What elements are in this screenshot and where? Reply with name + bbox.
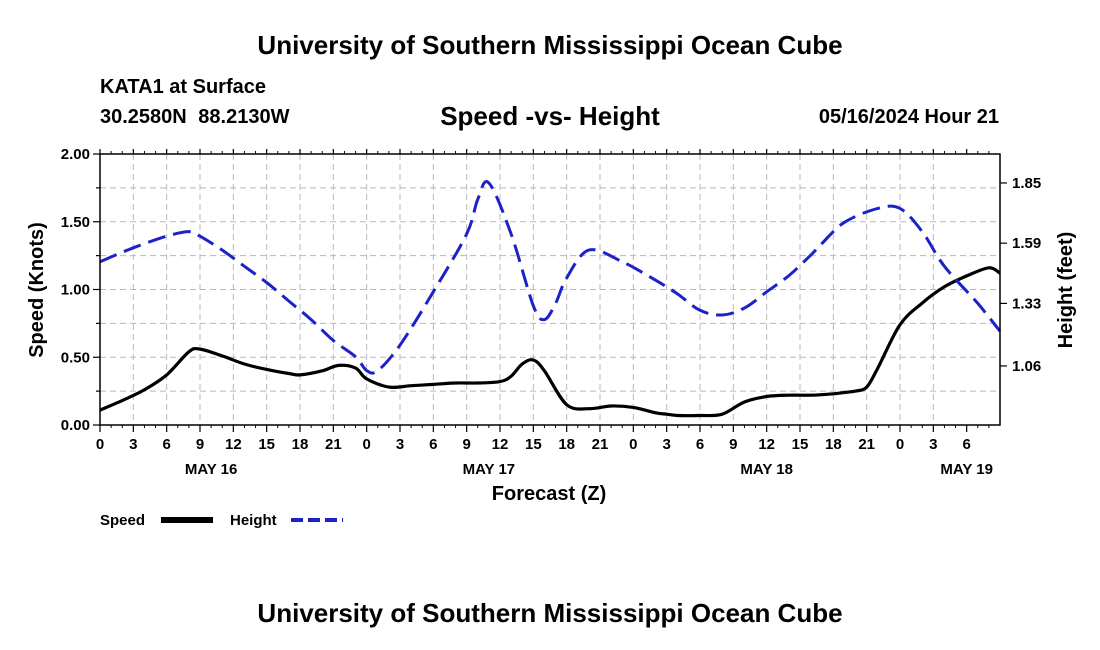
y-tick-label: 2.00 [61,146,90,163]
grid [100,154,1000,425]
ticks [93,149,1007,432]
series-line-speed [99,266,1001,418]
series-layer [99,180,1002,418]
x-tick-label: 6 [696,436,704,453]
x-axis-label: Forecast (Z) [492,483,606,505]
main-title: University of Southern Mississippi Ocean… [257,30,843,60]
x-tick-label: 18 [558,436,575,453]
x-tick-label: 6 [162,436,170,453]
x-tick-label: 18 [825,436,842,453]
x-tick-label: 6 [429,436,437,453]
x-tick-label: 12 [758,436,775,453]
y-axis-label: Speed (Knots) [26,222,48,358]
x-tick-label: 15 [792,436,809,453]
x-tick-label: 3 [129,436,137,453]
x-tick-label: 9 [729,436,737,453]
station-label: KATA1 at Surface [100,76,266,98]
x-tick-label: 0 [629,436,637,453]
x-tick-label: 9 [462,436,470,453]
y2-tick-label: 1.59 [1012,235,1041,252]
x-tick-label: 12 [225,436,242,453]
y-tick-label: 1.00 [61,282,90,299]
x-tick-label: 3 [662,436,670,453]
x-date-label: MAY 19 [940,461,993,478]
x-tick-label: 6 [962,436,970,453]
series-line-height [99,180,1002,375]
x-tick-label: 3 [929,436,937,453]
x-tick-label: 15 [525,436,542,453]
y2-axis-label: Height (feet) [1055,232,1077,349]
footer-title: University of Southern Mississippi Ocean… [257,598,843,628]
x-date-label: MAY 16 [185,461,238,478]
y-tick-label: 1.50 [61,214,90,231]
x-tick-label: 21 [592,436,609,453]
y-tick-label: 0.50 [61,349,90,366]
y2-tick-label: 1.33 [1012,295,1041,312]
x-tick-label: 0 [896,436,904,453]
x-tick-label: 21 [325,436,342,453]
tick-labels: 0 3 6 9 12 15 18 21 0 3 6 9 12 15 18 21 0 3 6 9 12 15 18 21 0 3 6M… [61,146,1041,478]
y2-tick-label: 1.06 [1012,358,1041,375]
x-date-label: MAY 18 [740,461,793,478]
x-tick-label: 15 [258,436,275,453]
x-tick-label: 3 [396,436,404,453]
y2-tick-label: 1.85 [1012,175,1041,192]
chart-subtitle: Speed -vs- Height [440,101,660,131]
y-tick-label: 0.00 [61,417,90,434]
x-tick-label: 12 [492,436,509,453]
x-tick-label: 21 [858,436,875,453]
legend: Speed Height [100,512,343,529]
forecast-datetime: 05/16/2024 Hour 21 [818,106,999,128]
x-tick-label: 18 [292,436,309,453]
x-tick-label: 0 [362,436,370,453]
legend-label-speed: Speed [100,512,145,529]
x-tick-label: 0 [96,436,104,453]
x-date-label: MAY 17 [463,461,516,478]
coordinates-label: 30.2580N 88.2130W [100,106,290,128]
x-tick-label: 9 [196,436,204,453]
legend-label-height: Height [230,512,277,529]
